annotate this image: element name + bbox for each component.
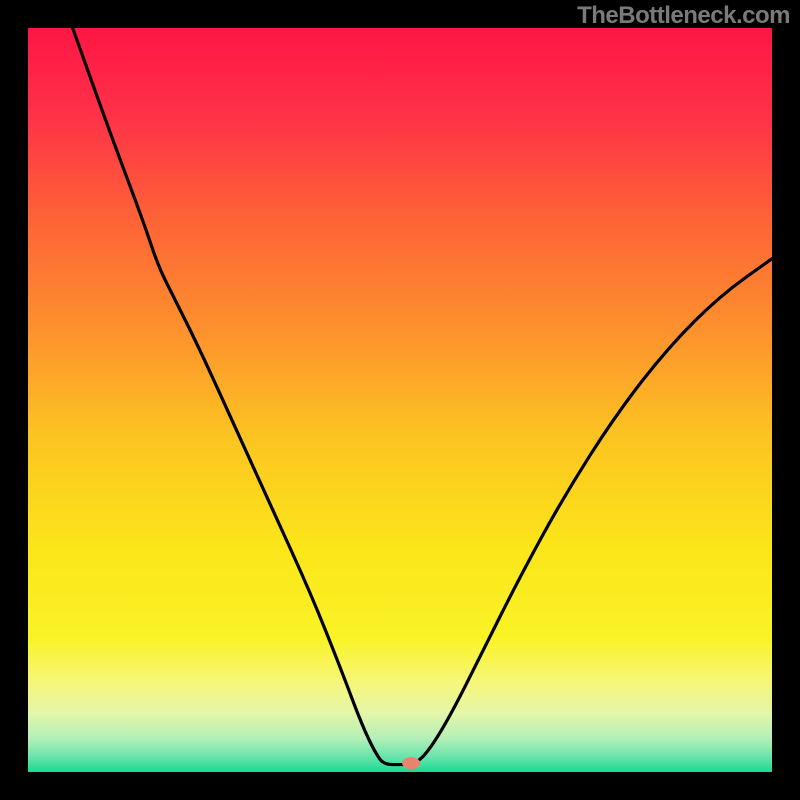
optimal-marker	[402, 757, 420, 769]
bottleneck-chart	[0, 0, 800, 800]
attribution-text: TheBottleneck.com	[577, 2, 790, 30]
plot-background	[28, 28, 772, 772]
